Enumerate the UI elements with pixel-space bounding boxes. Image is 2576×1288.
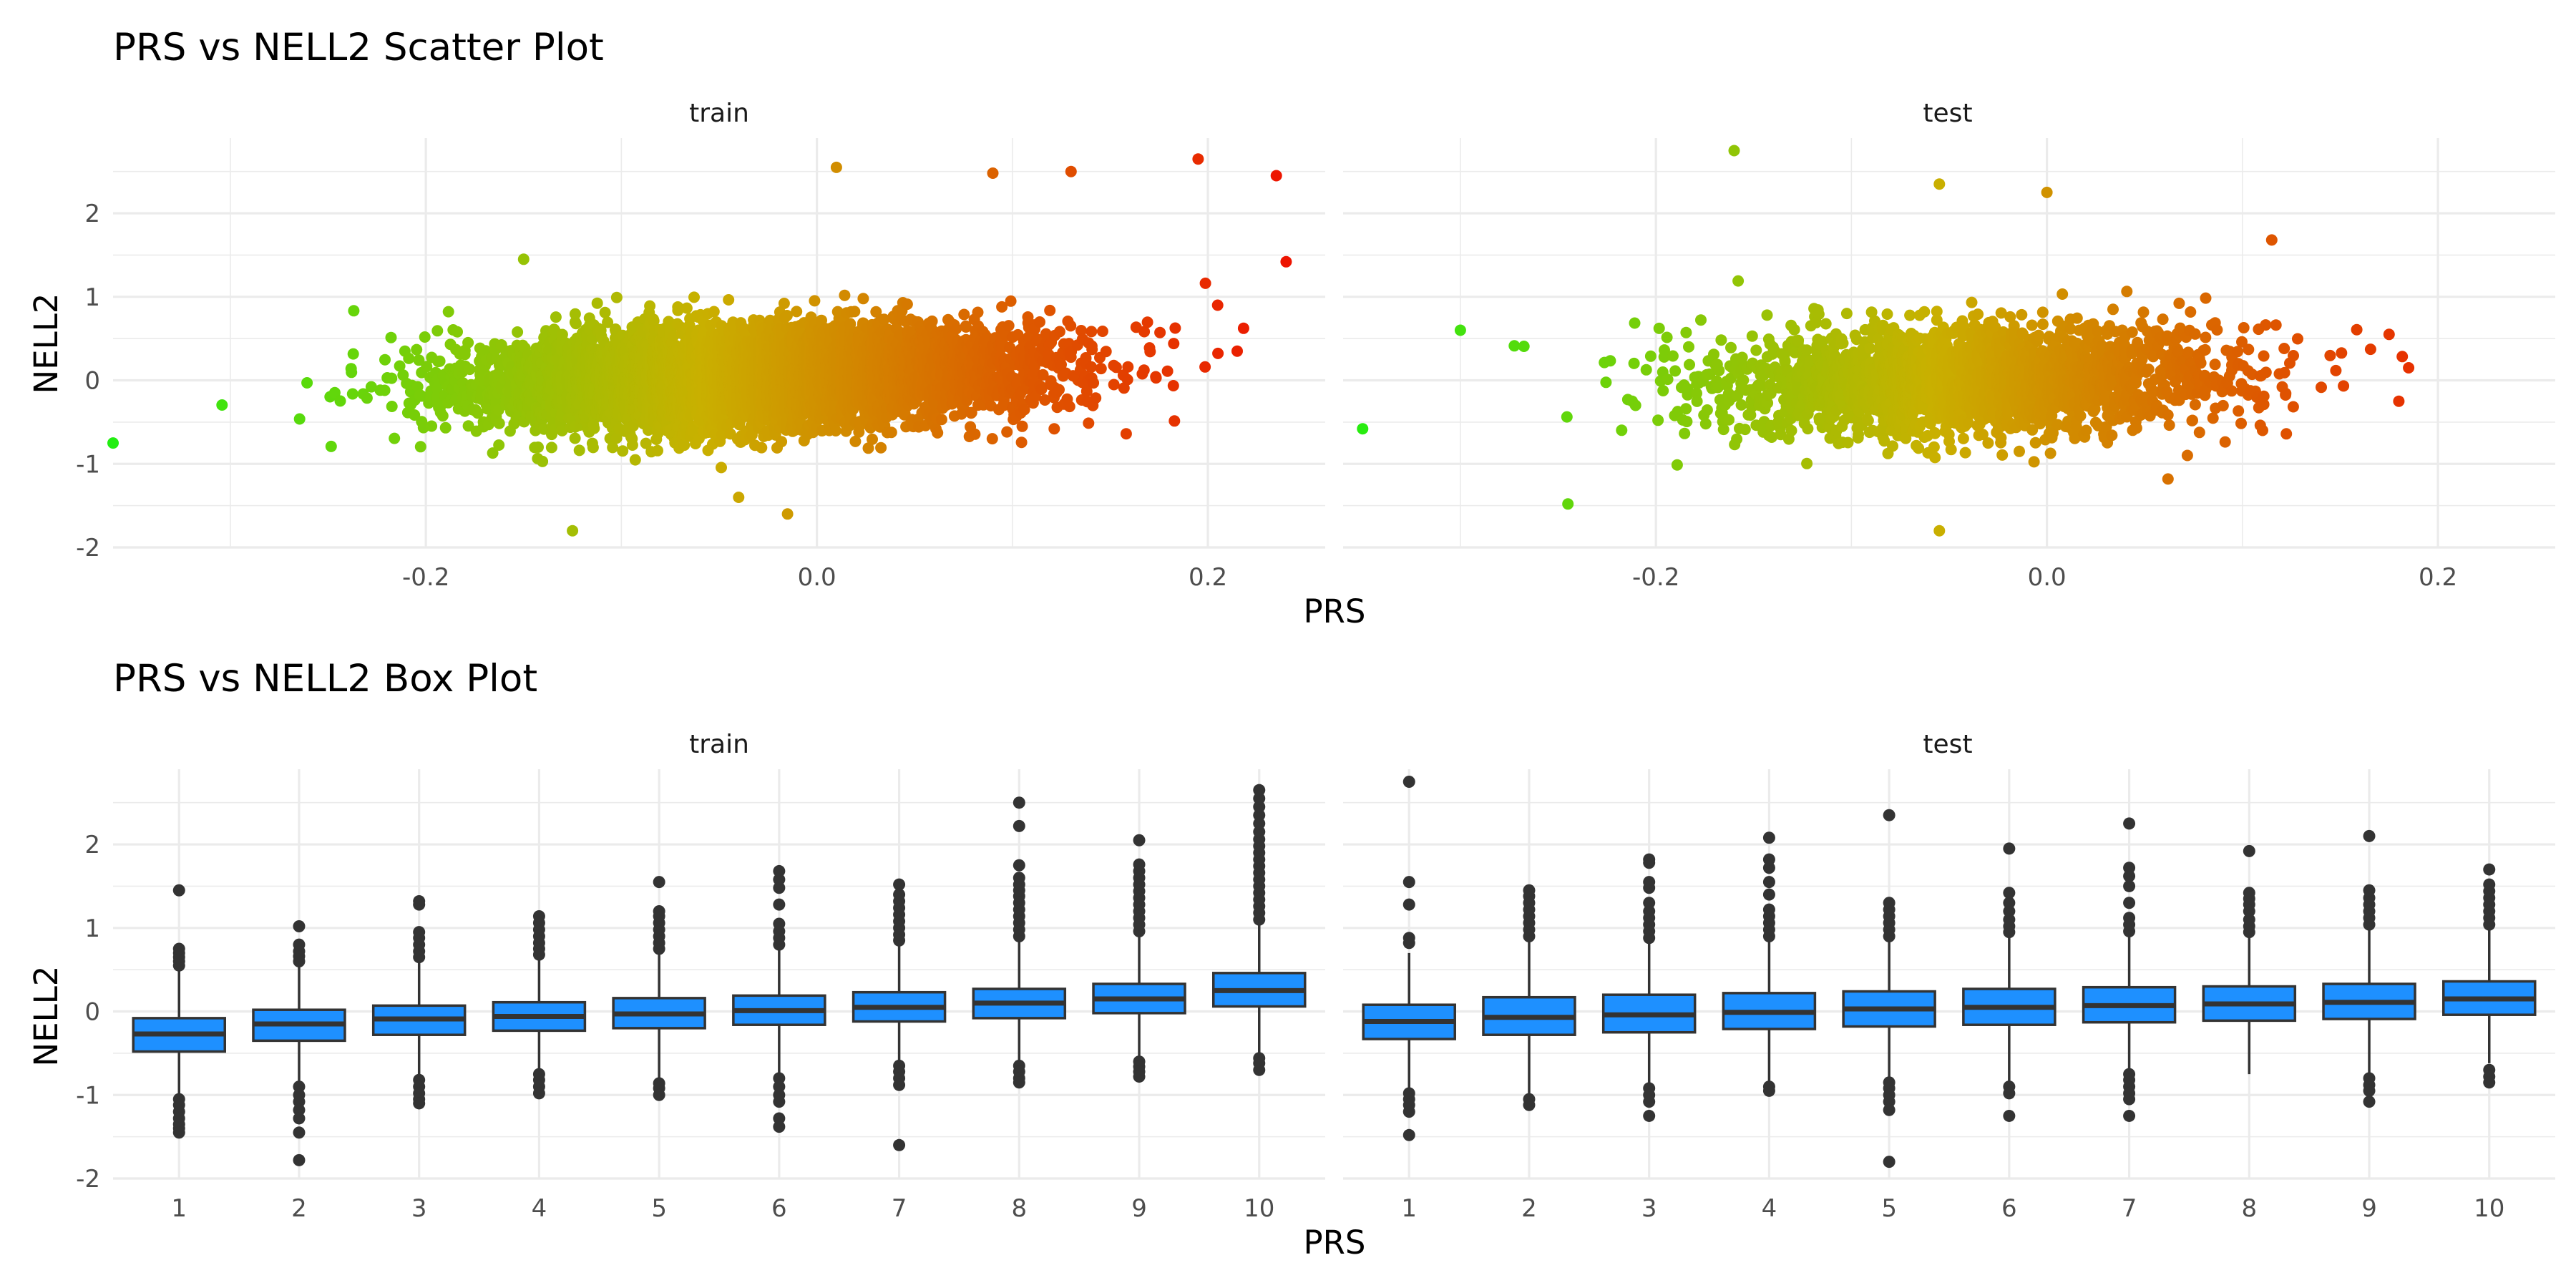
scatter-point-train [776, 436, 788, 448]
scatter-point-train [733, 492, 745, 503]
scatter-point-train [708, 306, 720, 318]
scatter-point-train [379, 353, 391, 366]
scatter-point-train [439, 421, 452, 434]
scatter-point-train [875, 441, 887, 454]
scatter-point-train [434, 355, 446, 367]
scatter-point-train [512, 326, 524, 338]
scatter-point-train [629, 454, 641, 466]
scatter-plot-section: PRS vs NELL2 Scatter Plot train test -0.… [27, 26, 2555, 630]
scatter-point-train [688, 291, 700, 303]
scatter-point-train [409, 409, 421, 421]
scatter-point-train [464, 364, 476, 376]
scatter-point-train [442, 306, 454, 318]
scatter-point-train [626, 439, 638, 451]
scatter-point-train [493, 439, 505, 451]
scatter-point-train [472, 407, 484, 419]
scatter-point-train [857, 293, 869, 305]
scatter-point-train [426, 420, 438, 432]
scatter-point-train [419, 331, 431, 343]
scatter-point-train [379, 384, 391, 396]
scatter-point-train [431, 325, 444, 337]
scatter-point-train [452, 326, 463, 338]
scatter-point-train [386, 401, 398, 412]
scatter-point-train [839, 289, 851, 301]
scatter-point-train [587, 441, 599, 454]
scatter-point-train [414, 441, 426, 453]
scatter-point-train [328, 386, 341, 399]
scatter-point-train [517, 253, 530, 265]
scatter-point-train [411, 343, 423, 356]
scatter-point-train [570, 318, 582, 330]
scatter-point-train [325, 440, 337, 452]
scatter-point-train [849, 306, 861, 318]
scatter-point-train [830, 425, 841, 436]
scatter-point-train [610, 291, 623, 303]
scatter-point-train [607, 441, 619, 454]
scatter-point-train [591, 297, 603, 309]
scatter-point-train [588, 422, 600, 434]
scatter-point-train [346, 366, 358, 379]
scatter-point-train [716, 462, 727, 474]
scatter-point-train [644, 300, 656, 312]
scatter-point-train [107, 437, 119, 449]
scatter-point-train [361, 392, 373, 404]
scatter-point-train [301, 377, 313, 389]
scatter-point-train [348, 305, 360, 317]
scatter-point-train [573, 444, 585, 457]
scatter-point-train [567, 525, 579, 537]
scatter-point-train [778, 298, 790, 309]
scatter-point-train [347, 348, 359, 360]
scatter-point-train [413, 354, 425, 366]
scatter-point-train [293, 413, 306, 425]
scatter-point-train [403, 352, 415, 364]
scatter-point-train [680, 302, 693, 314]
scatter-point-train [421, 361, 433, 373]
scatter-point-train [781, 508, 794, 520]
scatter-point-train [545, 441, 557, 454]
scatter-point-train [830, 161, 842, 173]
scatter-point-train [556, 328, 568, 341]
scatter-facet-label-train: train [689, 99, 749, 128]
scatter-point-train [610, 432, 623, 444]
scatter-point-train [569, 308, 581, 320]
scatter-point-train [416, 390, 428, 402]
scatter-point-train [436, 410, 449, 422]
scatter-point-train [532, 441, 544, 453]
scatter-point-train [537, 455, 549, 467]
scatter-point-train [791, 306, 803, 318]
scatter-point-train [386, 372, 398, 384]
scatter-point-train [365, 381, 377, 393]
scatter-point-train [550, 311, 562, 323]
scatter-title: PRS vs NELL2 Scatter Plot [113, 26, 604, 69]
scatter-point-train [487, 447, 499, 459]
scatter-point-train [809, 295, 821, 307]
scatter-points [107, 145, 2415, 537]
scatter-point-train [723, 294, 735, 306]
scatter-point-train [756, 441, 768, 454]
scatter-point-train [394, 360, 406, 372]
scatter-point-train [867, 433, 878, 445]
scatter-point-train [652, 444, 663, 457]
scatter-point-train [602, 316, 614, 328]
scatter-point-train [462, 336, 474, 348]
scatter-point-train [389, 432, 401, 444]
scatter-point-train [216, 399, 228, 411]
scatter-point-train [569, 432, 581, 444]
scatter-point-train [617, 445, 629, 457]
scatter-point-train [346, 388, 358, 400]
scatter-point-train [334, 395, 346, 407]
scatter-point-train [599, 306, 611, 318]
scatter-point-train [385, 331, 397, 343]
scatter-point-train [493, 417, 505, 429]
scatter-facet-label-test: test [1923, 99, 1972, 128]
